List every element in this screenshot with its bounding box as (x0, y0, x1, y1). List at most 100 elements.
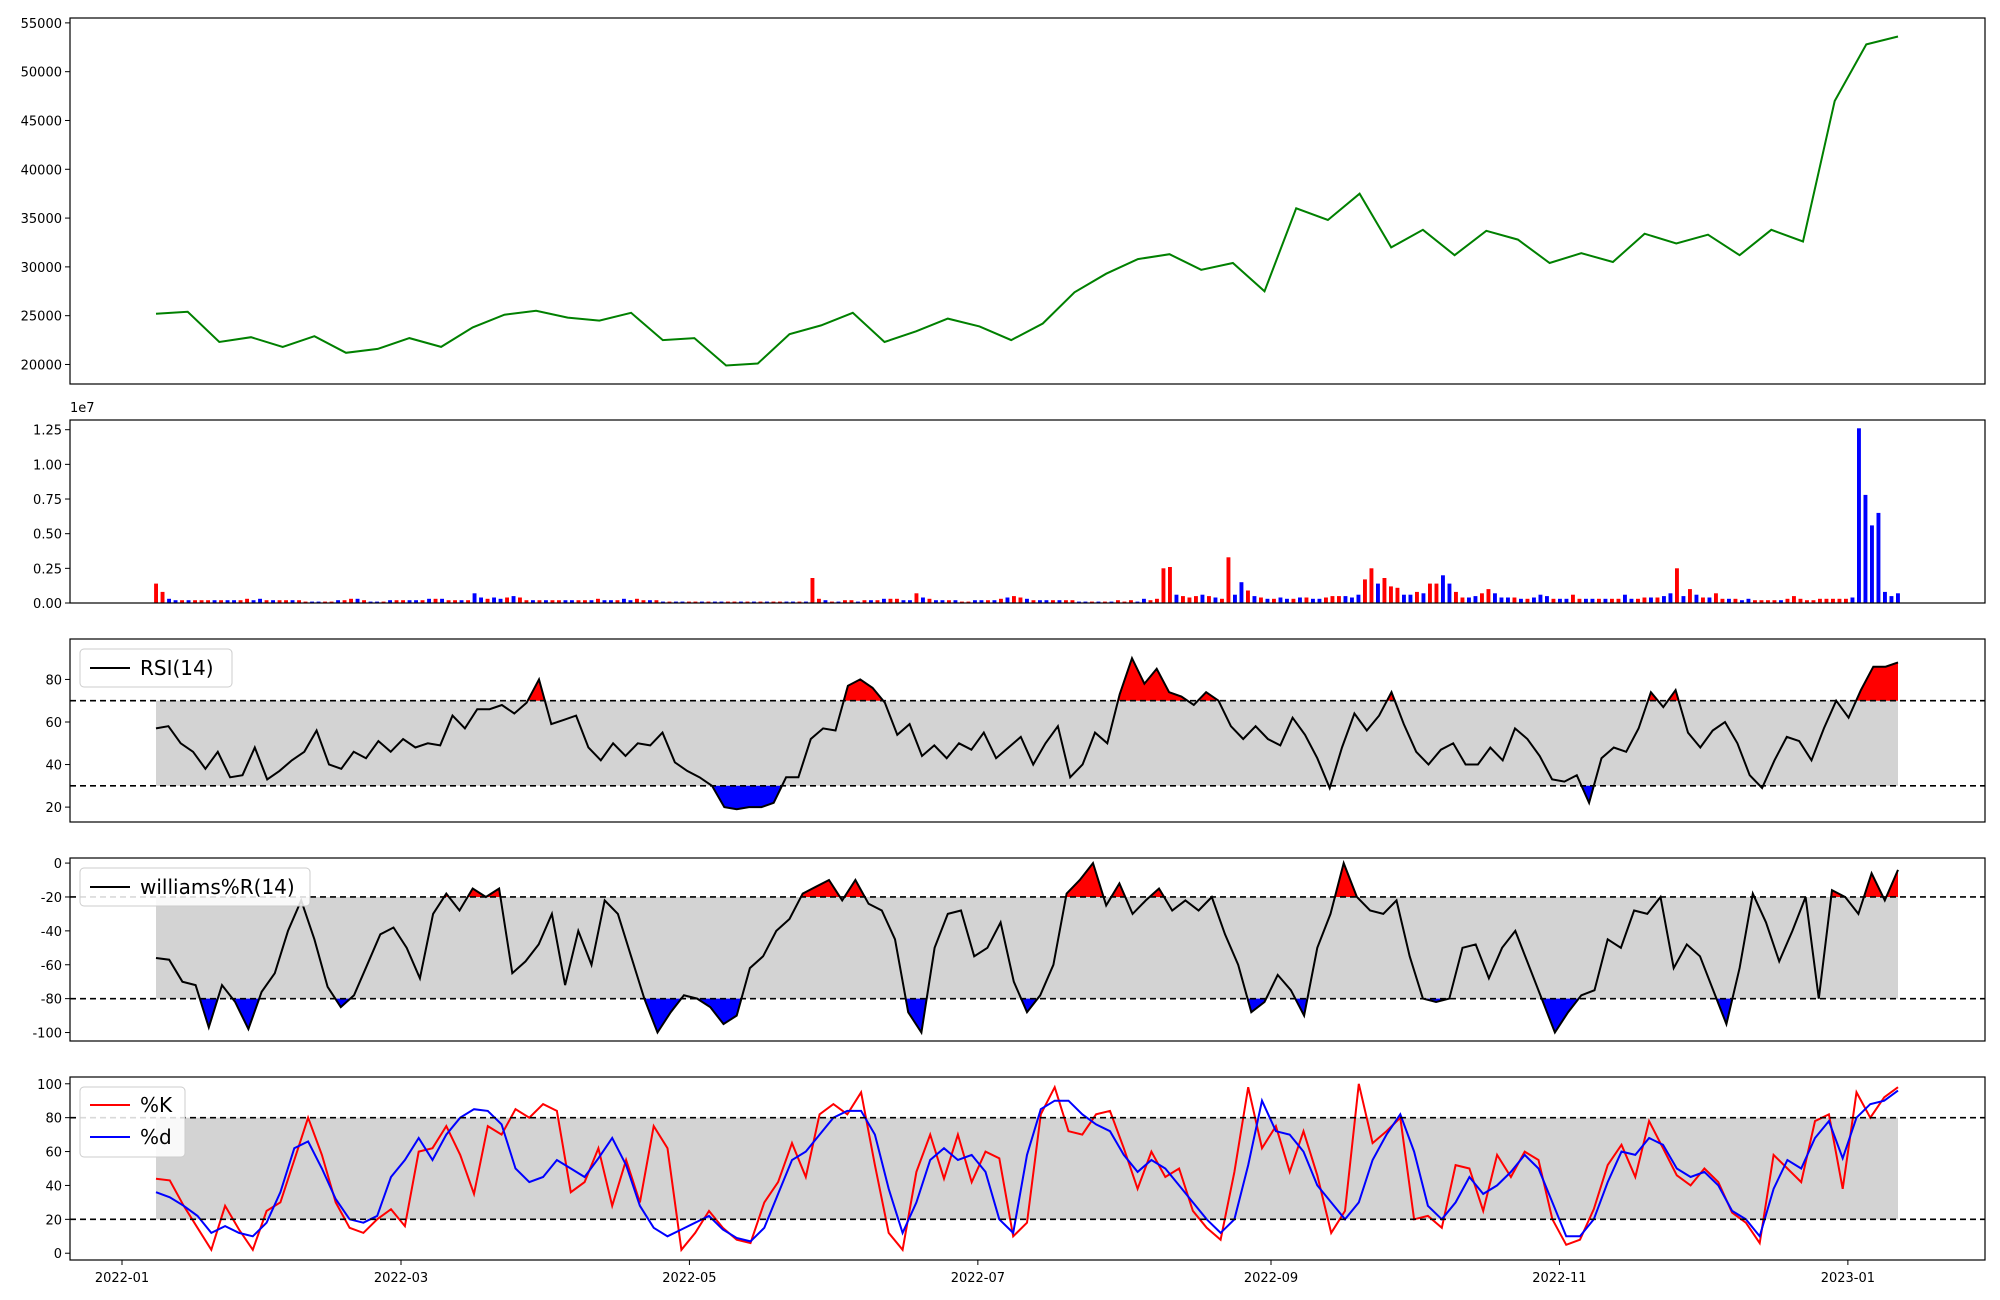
volume-bar (609, 600, 613, 603)
volume-bar (1558, 598, 1562, 603)
volume-bar (1584, 598, 1588, 603)
volume-bar (1668, 593, 1673, 603)
volume-bar (797, 601, 802, 603)
volume-bar (1610, 598, 1614, 603)
y-tick-label: 0.75 (33, 493, 62, 508)
volume-bar (1837, 598, 1842, 603)
volume-bar (466, 600, 470, 603)
volume-bar (154, 583, 158, 603)
volume-bar (1408, 594, 1413, 603)
volume-bar (635, 598, 639, 603)
stochastic-panel: 0 20 40 60 80 100 %K %d 2022-01 2022-03 2022-05 202… (37, 1078, 1985, 1286)
volume-bar (1532, 597, 1536, 603)
volume-bar (1395, 587, 1400, 604)
volume-bar (1278, 597, 1283, 603)
volume-bar (830, 601, 834, 603)
legend-box (79, 867, 311, 907)
volume-bar (843, 600, 847, 603)
volume-bar (1187, 597, 1192, 603)
y-tick-label: 25000 (21, 310, 62, 325)
volume-bar (245, 598, 249, 603)
volume-bar (264, 600, 269, 603)
volume-bar (693, 601, 698, 603)
volume-bar (687, 601, 691, 603)
volume-bar (1330, 596, 1335, 603)
rsi-panel: 20 40 60 80 RSI(14) (45, 648, 1985, 816)
volume-bar (654, 600, 659, 603)
volume-bar (290, 600, 295, 603)
volume-bar (414, 600, 418, 603)
y-tick-label: 20 (45, 1213, 62, 1228)
volume-bar (1772, 600, 1777, 603)
volume-bar (1291, 598, 1296, 603)
volume-bar (1564, 598, 1569, 603)
x-tick-label: 2022-05 (662, 1271, 716, 1286)
volume-bar (1155, 598, 1159, 603)
volume-bar (570, 600, 574, 603)
volume-bar (1350, 597, 1354, 603)
rsi-line (155, 655, 1899, 811)
volume-bar (1701, 597, 1705, 603)
volume-axes-frame (69, 419, 1986, 604)
volume-bar (1343, 596, 1348, 603)
volume-bar (258, 598, 262, 603)
volume-bar (453, 600, 457, 603)
volume-bar (1571, 594, 1575, 603)
williams-axes-frame (69, 857, 1986, 1042)
volume-bar (1746, 598, 1751, 603)
volume-bar (1551, 598, 1556, 603)
volume-exponent-label: 1e7 (70, 401, 95, 416)
price-panel: 20000 25000 30000 35000 40000 45000 50000 55000 (21, 17, 1899, 373)
volume-bar (1473, 596, 1478, 603)
volume-bar (1870, 525, 1874, 603)
volume-bar (1649, 597, 1653, 603)
volume-bar (1298, 597, 1302, 603)
volume-bar (1018, 597, 1023, 603)
volume-bar (557, 600, 561, 603)
legend-label: %K (140, 1093, 173, 1117)
volume-bar (934, 600, 938, 603)
volume-bar (1512, 597, 1517, 603)
y-tick-label: 80 (45, 673, 62, 688)
volume-bar (297, 600, 301, 603)
volume-bar (732, 601, 737, 603)
volume-bar (401, 600, 405, 603)
volume-bar (1285, 598, 1289, 603)
volume-bar (1876, 512, 1881, 603)
volume-bar (1675, 568, 1679, 603)
volume-bar (1831, 598, 1835, 603)
volume-bar (1818, 598, 1822, 603)
x-tick-label: 2023-01 (1821, 1271, 1875, 1286)
volume-bar (875, 600, 880, 603)
volume-bar (583, 600, 587, 603)
y-tick-label: 30000 (21, 261, 62, 276)
volume-bar (576, 600, 581, 603)
volume-bar (849, 600, 854, 603)
volume-bar (1057, 600, 1062, 603)
volume-bar (316, 601, 321, 603)
williams-oversold-fill (199, 998, 1733, 1033)
volume-bar (1525, 598, 1530, 603)
y-tick-label: 0.50 (33, 528, 62, 543)
volume-bar (1213, 597, 1218, 603)
volume-bar (199, 600, 204, 603)
volume-bar (1577, 598, 1582, 603)
volume-bar (856, 601, 860, 603)
volume-bar (440, 598, 444, 603)
volume-bar (1636, 598, 1640, 603)
volume-bar (1428, 583, 1432, 603)
x-tick-label: 2022-09 (1244, 1271, 1298, 1286)
volume-bar (544, 600, 548, 603)
volume-bar (407, 600, 412, 603)
volume-bar (336, 600, 340, 603)
volume-bar (1096, 601, 1101, 603)
volume-bar (511, 596, 516, 603)
volume-bar (1441, 575, 1445, 603)
y-tick-label: 20 (45, 801, 62, 816)
volume-bar (947, 600, 951, 603)
volume-bar (882, 598, 886, 603)
volume-bar (1129, 600, 1133, 603)
volume-bar (1733, 598, 1738, 603)
volume-bar (180, 600, 184, 603)
